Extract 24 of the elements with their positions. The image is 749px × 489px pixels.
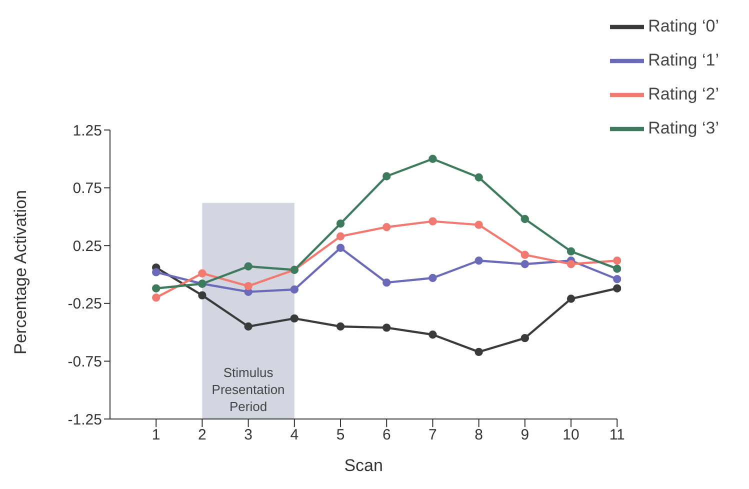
y-tick-label: -0.75	[68, 354, 102, 371]
x-tick-label: 4	[290, 426, 299, 444]
x-axis-title: Scan	[344, 456, 383, 475]
legend-label: Rating ‘0’	[648, 16, 719, 36]
y-axis-title: Percentage Activation	[11, 190, 30, 354]
band-label: Stimulus Presentation Period	[212, 365, 285, 414]
x-tick-label: 5	[336, 426, 345, 444]
x-tick-label: 11	[609, 426, 625, 444]
y-tick-label: -1.25	[68, 411, 102, 428]
y-tick-label: 0.75	[72, 180, 102, 198]
legend-label: Rating ‘1’	[648, 50, 719, 70]
x-tick-label: 9	[520, 426, 530, 444]
y-tick-label: 1.25	[72, 122, 102, 140]
legend-label: Rating ‘3’	[648, 118, 719, 138]
x-tick-label: 2	[198, 426, 206, 444]
y-tick-label: 0.25	[72, 238, 102, 255]
y-tick-label: -0.25	[68, 296, 102, 313]
x-tick-label: 3	[244, 426, 252, 444]
x-tick-label: 6	[382, 426, 391, 444]
legend-label: Rating ‘2’	[648, 84, 719, 104]
x-tick-label: 7	[428, 426, 437, 444]
x-tick-label: 10	[562, 426, 580, 444]
x-tick-label: 8	[474, 426, 483, 444]
x-tick-label: 1	[152, 426, 160, 444]
